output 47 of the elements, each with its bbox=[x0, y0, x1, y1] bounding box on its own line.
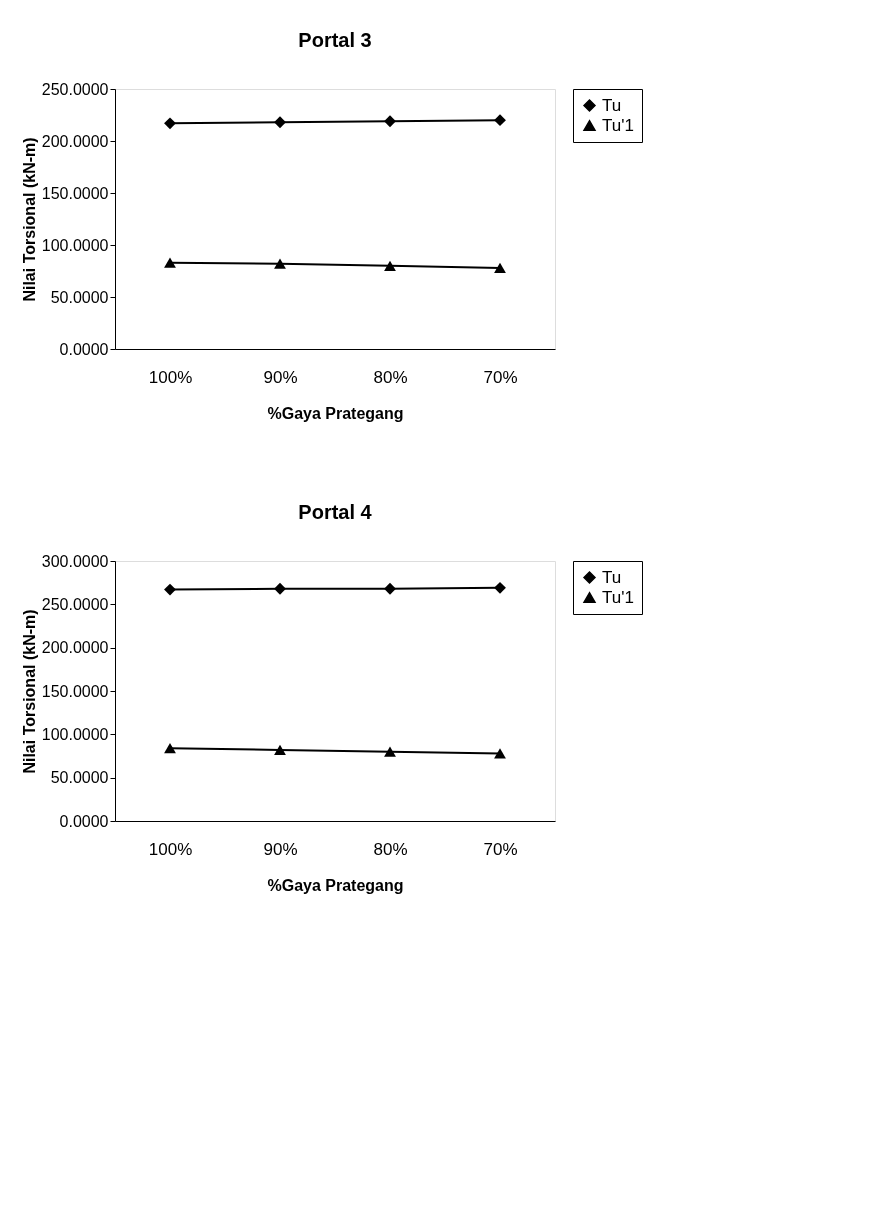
y-tick-label: 0.0000 bbox=[59, 340, 109, 358]
y-tick-label: 200.0000 bbox=[41, 132, 109, 150]
x-tick-label: 90% bbox=[263, 839, 298, 859]
y-tick-label: 250.0000 bbox=[41, 595, 109, 613]
chart-title: Portal 4 bbox=[298, 501, 373, 523]
point bbox=[164, 117, 176, 130]
point bbox=[494, 114, 506, 127]
point bbox=[274, 744, 286, 756]
y-axis-title: Nilai Torsional (kN-m) bbox=[20, 609, 38, 774]
point bbox=[274, 116, 286, 129]
y-tick-label: 150.0000 bbox=[41, 682, 109, 700]
point bbox=[384, 746, 396, 757]
chart-title: Portal 3 bbox=[298, 29, 372, 51]
y-axis-title: Nilai Torsional (kN-m) bbox=[20, 137, 38, 302]
point bbox=[384, 115, 396, 128]
x-axis-title: %Gaya Prategang bbox=[267, 876, 404, 894]
point bbox=[494, 262, 506, 273]
y-tick-label: 50.0000 bbox=[50, 769, 109, 787]
y-tick-label: 200.0000 bbox=[41, 639, 109, 657]
point bbox=[164, 583, 176, 596]
point bbox=[164, 743, 176, 754]
point bbox=[384, 260, 396, 271]
point bbox=[274, 582, 286, 595]
x-tick-label: 70% bbox=[483, 367, 518, 387]
point bbox=[274, 258, 286, 269]
x-tick-label: 90% bbox=[263, 367, 298, 387]
legend-label: Tu'1 bbox=[602, 115, 634, 135]
legend-label: Tu bbox=[602, 567, 622, 587]
y-tick-label: 150.0000 bbox=[41, 184, 109, 202]
x-tick-label: 80% bbox=[373, 839, 408, 859]
point bbox=[164, 257, 176, 268]
y-tick-label: 0.0000 bbox=[59, 812, 109, 830]
point bbox=[494, 748, 506, 759]
x-tick-label: 100% bbox=[148, 367, 193, 387]
legend-label: Tu bbox=[602, 95, 622, 115]
y-tick-label: 50.0000 bbox=[50, 288, 109, 306]
legend-label: Tu'1 bbox=[602, 587, 634, 607]
y-tick-label: 100.0000 bbox=[41, 725, 109, 743]
x-axis-title: %Gaya Prategang bbox=[267, 404, 404, 422]
x-tick-label: 70% bbox=[483, 839, 518, 859]
point bbox=[494, 581, 506, 594]
point bbox=[384, 582, 396, 595]
y-tick-label: 300.0000 bbox=[41, 552, 109, 570]
y-tick-label: 250.0000 bbox=[41, 80, 109, 98]
x-tick-label: 80% bbox=[373, 367, 408, 387]
y-tick-label: 100.0000 bbox=[41, 236, 109, 254]
x-tick-label: 100% bbox=[148, 839, 193, 859]
